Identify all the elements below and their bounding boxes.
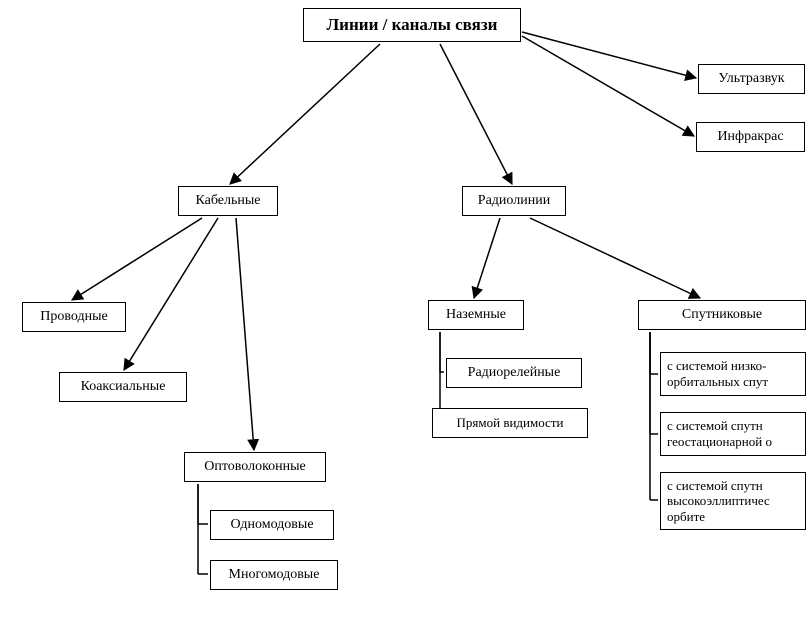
node-infra: Инфракрас [696,122,805,152]
node-los: Прямой видимости [432,408,588,438]
node-ultra: Ультразвук [698,64,805,94]
node-coax: Коаксиальные [59,372,187,402]
node-geo: с системой спутнгеостационарной о [660,412,806,456]
node-fiber: Оптоволоконные [184,452,326,482]
node-relay: Радиорелейные [446,358,582,388]
node-radio: Радиолинии [462,186,566,216]
node-leo: с системой низко-орбитальных спут [660,352,806,396]
node-wire: Проводные [22,302,126,332]
diagram-canvas: Линии / каналы связи Ультразвук Инфракрас К… [0,0,807,625]
node-sat: Спутниковые [638,300,806,330]
node-heo: с системой спутнвысокоэллиптичесорбите [660,472,806,530]
node-ground: Наземные [428,300,524,330]
node-cable: Кабельные [178,186,278,216]
node-single: Одномодовые [210,510,334,540]
node-multi: Многомодовые [210,560,338,590]
node-root: Линии / каналы связи [303,8,521,42]
